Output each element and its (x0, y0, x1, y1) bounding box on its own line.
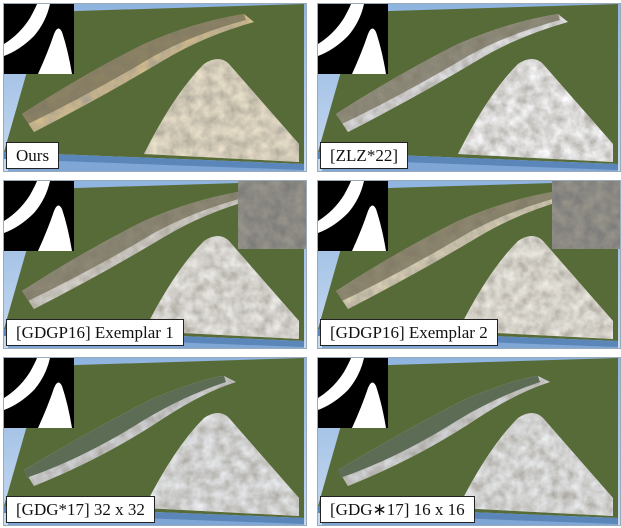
panel-caption: [ZLZ*22] (320, 142, 408, 169)
terrain-panel: [GDG*17] 32 x 32 (3, 357, 307, 526)
terrain-panel: [GDGP16] Exemplar 1 (3, 180, 307, 349)
terrain-render (318, 4, 620, 171)
terrain-panel: [GDGP16] Exemplar 2 (317, 180, 621, 349)
terrain-render (4, 4, 306, 171)
terrain-render (318, 358, 620, 525)
terrain-panel: [ZLZ*22] (317, 3, 621, 172)
panel-caption: [GDGP16] Exemplar 2 (320, 319, 498, 346)
panel-caption: Ours (6, 142, 60, 169)
terrain-panel: Ours (3, 3, 307, 172)
terrain-panel: [GDG∗17] 16 x 16 (317, 357, 621, 526)
panel-caption: [GDG*17] 32 x 32 (6, 496, 155, 523)
panel-caption: [GDGP16] Exemplar 1 (6, 319, 184, 346)
panel-caption: [GDG∗17] 16 x 16 (320, 496, 475, 523)
